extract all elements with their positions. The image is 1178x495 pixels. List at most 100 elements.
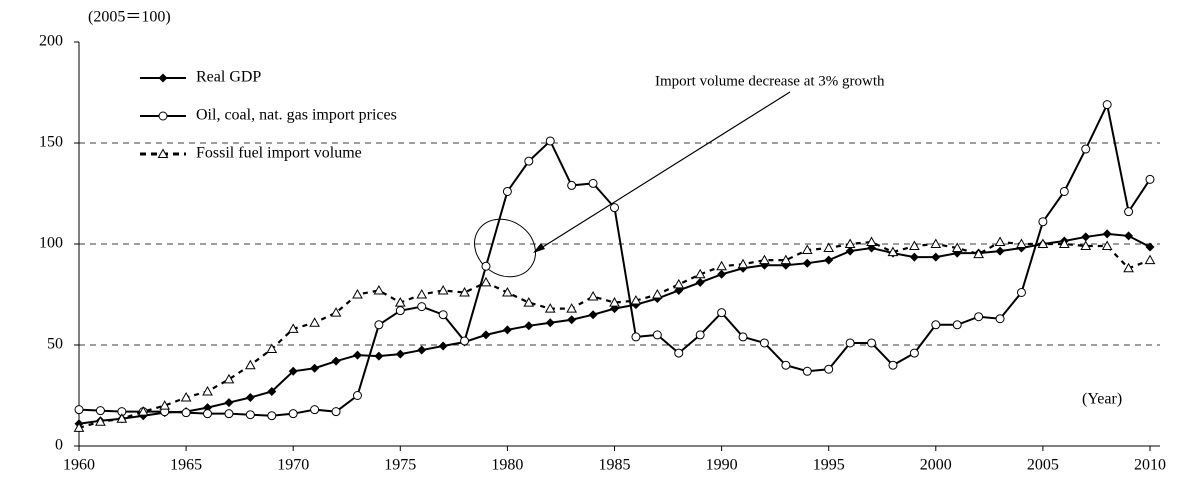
data-point <box>159 400 171 410</box>
data-point <box>823 242 835 253</box>
data-point <box>651 288 663 299</box>
data-point <box>417 302 427 312</box>
data-point <box>1124 231 1134 241</box>
data-point <box>610 203 619 213</box>
data-point <box>567 180 577 190</box>
data-point <box>716 260 727 271</box>
series-line <box>78 232 1151 425</box>
data-point <box>867 338 877 348</box>
data-point <box>567 315 577 325</box>
x-tick-label: 1970 <box>277 457 309 474</box>
data-point <box>203 409 213 419</box>
data-point <box>737 258 749 269</box>
data-point <box>224 398 234 408</box>
y-tick-label: 0 <box>55 437 63 454</box>
data-point <box>1124 207 1134 217</box>
data-point <box>995 314 1005 324</box>
data-point <box>394 297 406 307</box>
data-point <box>631 332 641 342</box>
data-point <box>588 310 598 320</box>
data-point <box>480 276 492 287</box>
data-point <box>995 246 1005 256</box>
x-tick-label: 1980 <box>491 457 523 474</box>
data-point <box>930 238 942 248</box>
data-point <box>287 323 299 333</box>
data-point <box>994 236 1006 246</box>
data-point <box>866 236 877 246</box>
data-point <box>909 348 919 358</box>
legend-marker <box>158 111 168 121</box>
data-point <box>1037 238 1049 248</box>
data-point <box>824 255 834 265</box>
data-point <box>1123 262 1134 273</box>
legend-label: Oil, coal, nat. gas import prices <box>196 107 397 124</box>
y-tick-label: 150 <box>39 134 63 151</box>
annotation-arrow <box>537 91 791 251</box>
data-point <box>502 186 512 196</box>
data-point <box>845 338 855 348</box>
data-point <box>137 406 149 416</box>
data-point <box>759 254 770 265</box>
data-point <box>695 277 705 287</box>
y-tick-label: 100 <box>39 235 63 252</box>
data-point <box>95 416 106 426</box>
data-point <box>802 366 812 376</box>
data-point <box>588 178 598 188</box>
data-point <box>952 320 962 330</box>
data-point <box>245 410 255 420</box>
data-point <box>695 330 705 340</box>
data-point <box>417 345 427 355</box>
data-point <box>95 406 105 416</box>
data-point <box>523 297 535 307</box>
data-point <box>331 356 341 366</box>
data-point <box>395 306 405 316</box>
legend-label: Fossil fuel import volume <box>196 145 362 162</box>
data-point <box>288 409 298 419</box>
legend-label: Real GDP <box>196 69 261 86</box>
data-point <box>1016 238 1027 248</box>
data-point <box>1144 254 1156 265</box>
data-point <box>395 349 405 359</box>
data-point <box>545 136 555 146</box>
data-point <box>673 278 685 289</box>
data-point <box>310 405 320 415</box>
legend-marker <box>158 73 168 83</box>
data-point <box>1080 240 1092 251</box>
data-point <box>352 391 362 400</box>
data-point <box>652 330 662 340</box>
data-point <box>74 405 84 415</box>
data-point <box>352 350 362 360</box>
data-point <box>1081 232 1091 242</box>
data-point <box>1059 186 1069 196</box>
data-point <box>309 317 320 327</box>
data-point <box>502 325 512 335</box>
data-point <box>416 288 428 299</box>
legend-marker <box>157 148 169 158</box>
data-point <box>674 348 684 358</box>
data-point <box>759 338 769 348</box>
data-point <box>180 392 192 402</box>
data-point <box>973 248 984 259</box>
data-point <box>1038 217 1048 227</box>
unit-label: (2005＝100) <box>88 9 171 26</box>
data-point <box>974 312 984 322</box>
data-point <box>1081 144 1091 154</box>
y-tick-label: 200 <box>39 33 63 50</box>
data-point <box>1016 287 1026 297</box>
x-tick-label: 2005 <box>1027 457 1059 474</box>
data-point <box>374 320 384 330</box>
x-axis-label: (Year) <box>1082 391 1122 408</box>
data-point <box>481 330 491 340</box>
highlight-ellipse <box>474 218 536 278</box>
data-point <box>181 408 191 418</box>
data-point <box>374 351 384 361</box>
data-point <box>288 366 298 376</box>
data-point <box>524 321 534 331</box>
data-point <box>459 286 470 297</box>
data-point <box>116 413 128 423</box>
data-point <box>73 422 85 432</box>
data-point <box>1145 174 1155 184</box>
data-point <box>824 364 834 374</box>
data-point <box>1102 229 1112 239</box>
